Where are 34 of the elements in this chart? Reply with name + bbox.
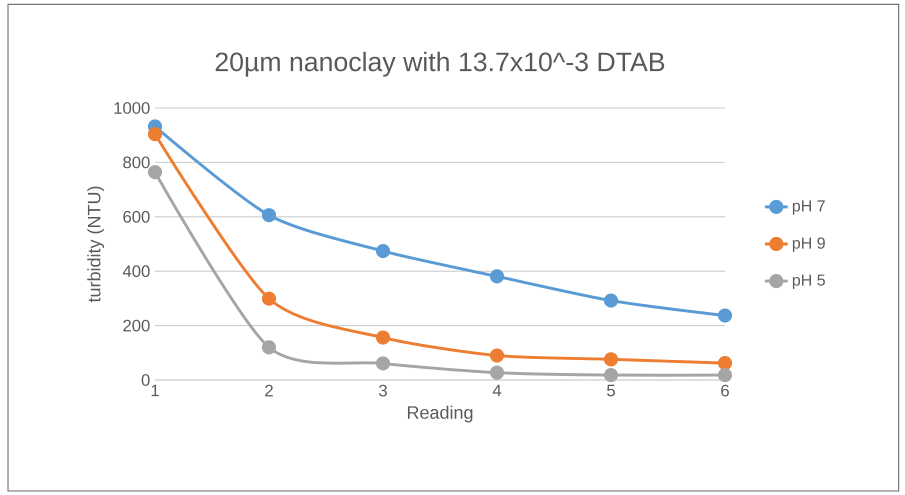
y-tick-label: 200 xyxy=(123,320,150,332)
y-tick-label: 400 xyxy=(122,265,150,278)
point xyxy=(262,292,276,306)
point xyxy=(604,368,618,382)
x-tick-label: 5 xyxy=(607,384,615,396)
point xyxy=(718,356,732,370)
point xyxy=(376,330,390,345)
x-tick-label: 6 xyxy=(721,384,729,396)
legend-label: pH 9 xyxy=(792,237,825,252)
y-tick-label: 600 xyxy=(123,210,150,223)
point xyxy=(376,244,390,258)
y-tick-label: 1000 xyxy=(114,102,150,114)
point xyxy=(490,269,504,284)
chart-title: 20µm nanoclay with 13.7x10^-3 DTAB xyxy=(216,52,664,77)
x-axis-title: Reading xyxy=(408,406,472,422)
legend-label: pH 5 xyxy=(792,274,825,289)
x-tick-label: 4 xyxy=(492,384,502,396)
point xyxy=(604,293,618,308)
point xyxy=(148,127,162,142)
y-axis-title: turbidity (NTU) xyxy=(87,186,104,302)
y-tick-label: 0 xyxy=(142,374,150,386)
point xyxy=(490,366,504,380)
point xyxy=(718,308,732,323)
legend-label: pH 7 xyxy=(792,200,825,215)
x-tick-label: 1 xyxy=(152,384,159,396)
point xyxy=(604,352,618,366)
x-tick-label: 2 xyxy=(265,384,273,396)
point xyxy=(262,340,276,354)
point xyxy=(262,208,276,222)
x-tick-label: 3 xyxy=(379,384,387,396)
y-tick-label: 800 xyxy=(123,156,150,168)
point xyxy=(718,368,732,382)
point xyxy=(376,356,390,370)
point xyxy=(490,348,504,363)
